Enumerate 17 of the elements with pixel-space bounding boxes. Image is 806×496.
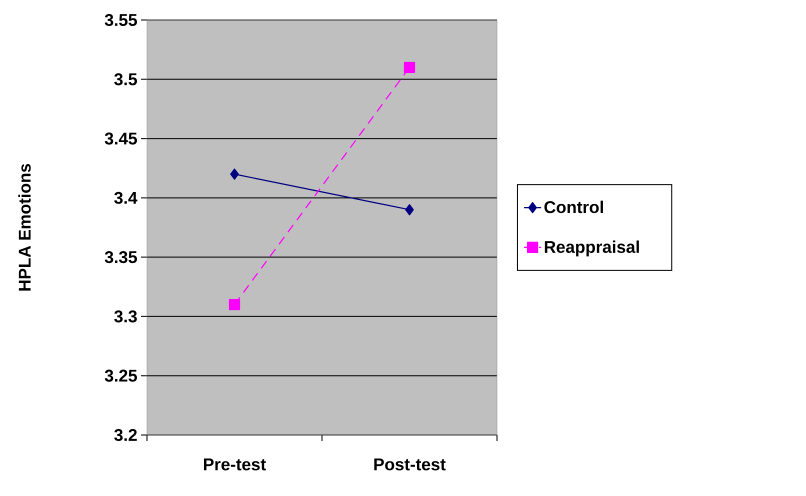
y-tick-label: 3.2 bbox=[114, 428, 137, 442]
x-tick-label: Pre-test bbox=[204, 458, 266, 470]
y-tick-label: 3.25 bbox=[104, 370, 137, 382]
y-tick-label: 3.55 bbox=[104, 14, 137, 26]
point bbox=[230, 168, 239, 180]
y-tick-label: 3.35 bbox=[104, 251, 137, 264]
point bbox=[404, 62, 416, 74]
y-tick-label: 3.4 bbox=[114, 192, 138, 204]
point bbox=[405, 204, 414, 216]
point bbox=[228, 298, 240, 310]
legend-label: Control bbox=[544, 200, 603, 214]
x-tick-label: Post-test bbox=[374, 458, 446, 470]
y-tick-label: 3.45 bbox=[104, 132, 137, 145]
y-tick-label: 3.3 bbox=[114, 310, 137, 322]
legend-label: Reappraisal bbox=[544, 240, 639, 256]
y-tick-label: 3.5 bbox=[114, 73, 137, 86]
y-axis-title: HPLA Emotions bbox=[18, 164, 31, 291]
